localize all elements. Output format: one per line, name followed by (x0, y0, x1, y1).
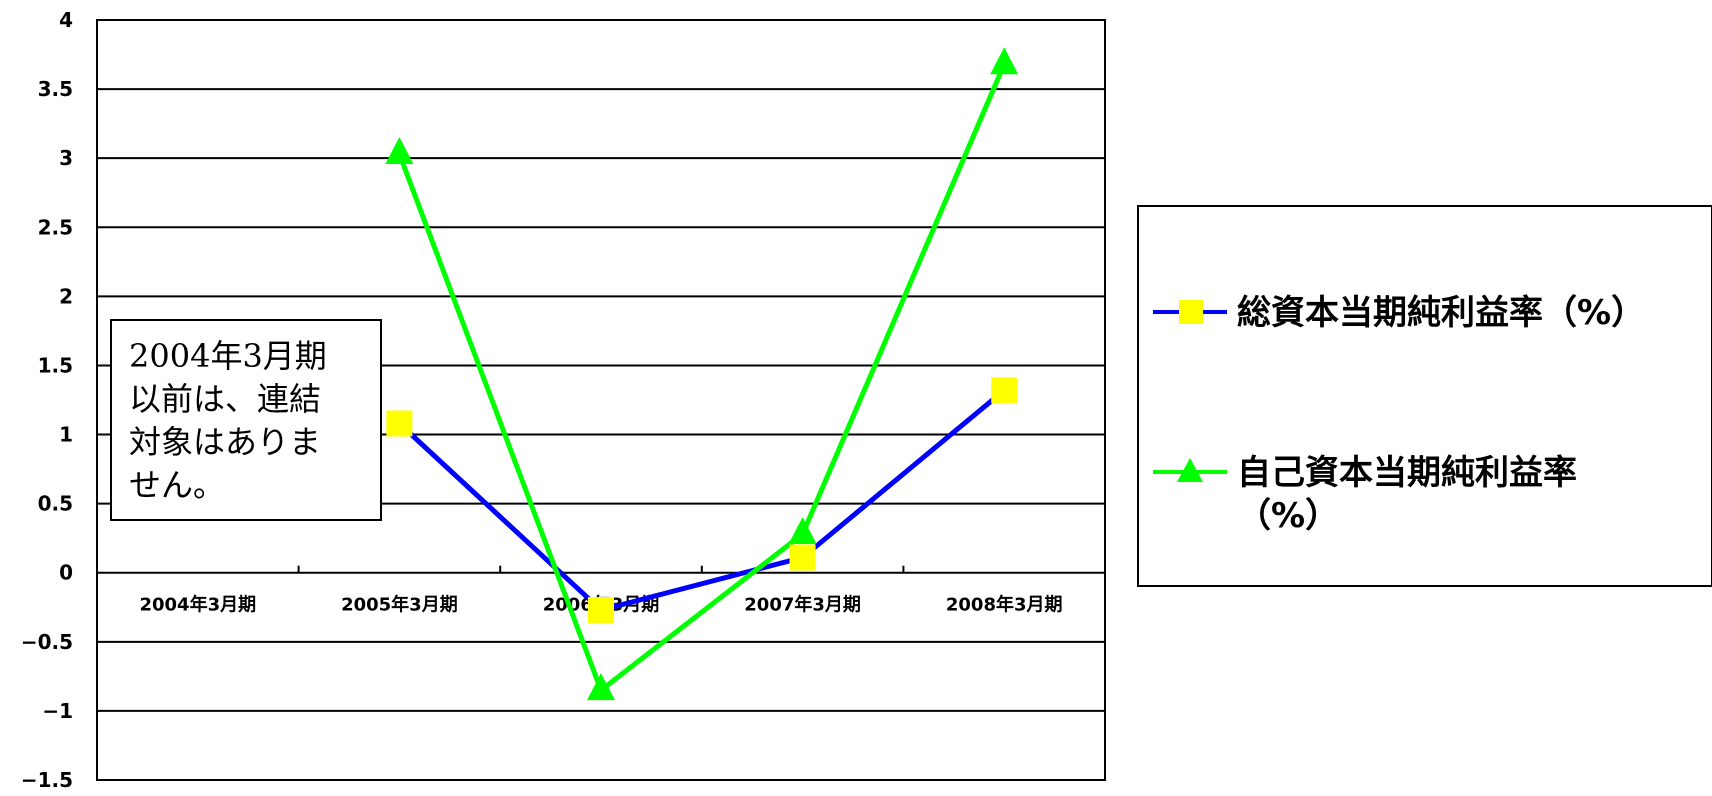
annotation-box: 2004年3月期 以前は、連結 対象はありま せん。 (110, 319, 382, 521)
annotation-line-4: せん。 (129, 466, 225, 504)
x-tick-label: 2005年3月期 (341, 594, 458, 616)
x-tick-label: 2007年3月期 (744, 594, 861, 616)
series-markers (385, 47, 1019, 701)
y-tick-label: 1 (59, 423, 73, 447)
legend-item-roe: 自己資本当期純利益率 （%） (1153, 453, 1577, 536)
y-tick-label: 2 (59, 284, 73, 308)
y-tick-label: 4 (59, 8, 73, 32)
plot-area-border (96, 19, 1106, 781)
legend-square-marker-icon (1179, 300, 1203, 324)
data-point-square (991, 377, 1018, 404)
y-axis-tick-labels: 4 3.5 3 2.5 2 1.5 1 0.5 0 −0.5 −1 −1.5 (21, 8, 73, 792)
series-line-1 (397, 63, 1007, 695)
y-tick-label: −0.5 (21, 630, 73, 654)
data-point-square (789, 544, 816, 571)
data-point-square (588, 597, 614, 624)
x-tick-label: 2004年3月期 (139, 594, 256, 616)
x-tick-label: 2008年3月期 (946, 594, 1063, 616)
y-tick-label: −1.5 (21, 768, 73, 792)
legend-triangle-marker-icon (1177, 458, 1203, 482)
legend-label-roe-line-1: 自己資本当期純利益率 (1237, 453, 1577, 493)
legend-item-roa: 総資本当期純利益率（%） (1153, 293, 1645, 333)
data-point-square (386, 410, 413, 437)
y-tick-label: 1.5 (38, 353, 73, 377)
series-lines (397, 63, 1007, 695)
annotation-line-2: 以前は、連結 (129, 380, 321, 418)
y-tick-label: 3.5 (38, 77, 73, 101)
data-point-triangle (788, 517, 817, 545)
y-tick-label: 2.5 (38, 215, 73, 239)
y-tick-label: 0.5 (38, 492, 73, 516)
annotation-line-1: 2004年3月期 (129, 337, 327, 375)
legend-label-roa: 総資本当期純利益率（%） (1237, 293, 1645, 333)
legend: 総資本当期純利益率（%） 自己資本当期純利益率 （%） (1137, 205, 1712, 587)
y-tick-label: 0 (59, 561, 73, 585)
series-line-0 (397, 388, 1006, 613)
y-tick-label: 3 (59, 146, 73, 170)
y-tick-label: −1 (42, 699, 73, 723)
data-point-triangle (587, 673, 615, 701)
annotation-line-3: 対象はありま (129, 423, 321, 461)
data-point-triangle (385, 137, 414, 165)
legend-label-roe-line-2: （%） (1237, 496, 1339, 536)
data-point-triangle (990, 47, 1019, 75)
x-axis: 2004年3月期2005年3月期2006年3月期2007年3月期2008年3月期 (139, 565, 1063, 616)
